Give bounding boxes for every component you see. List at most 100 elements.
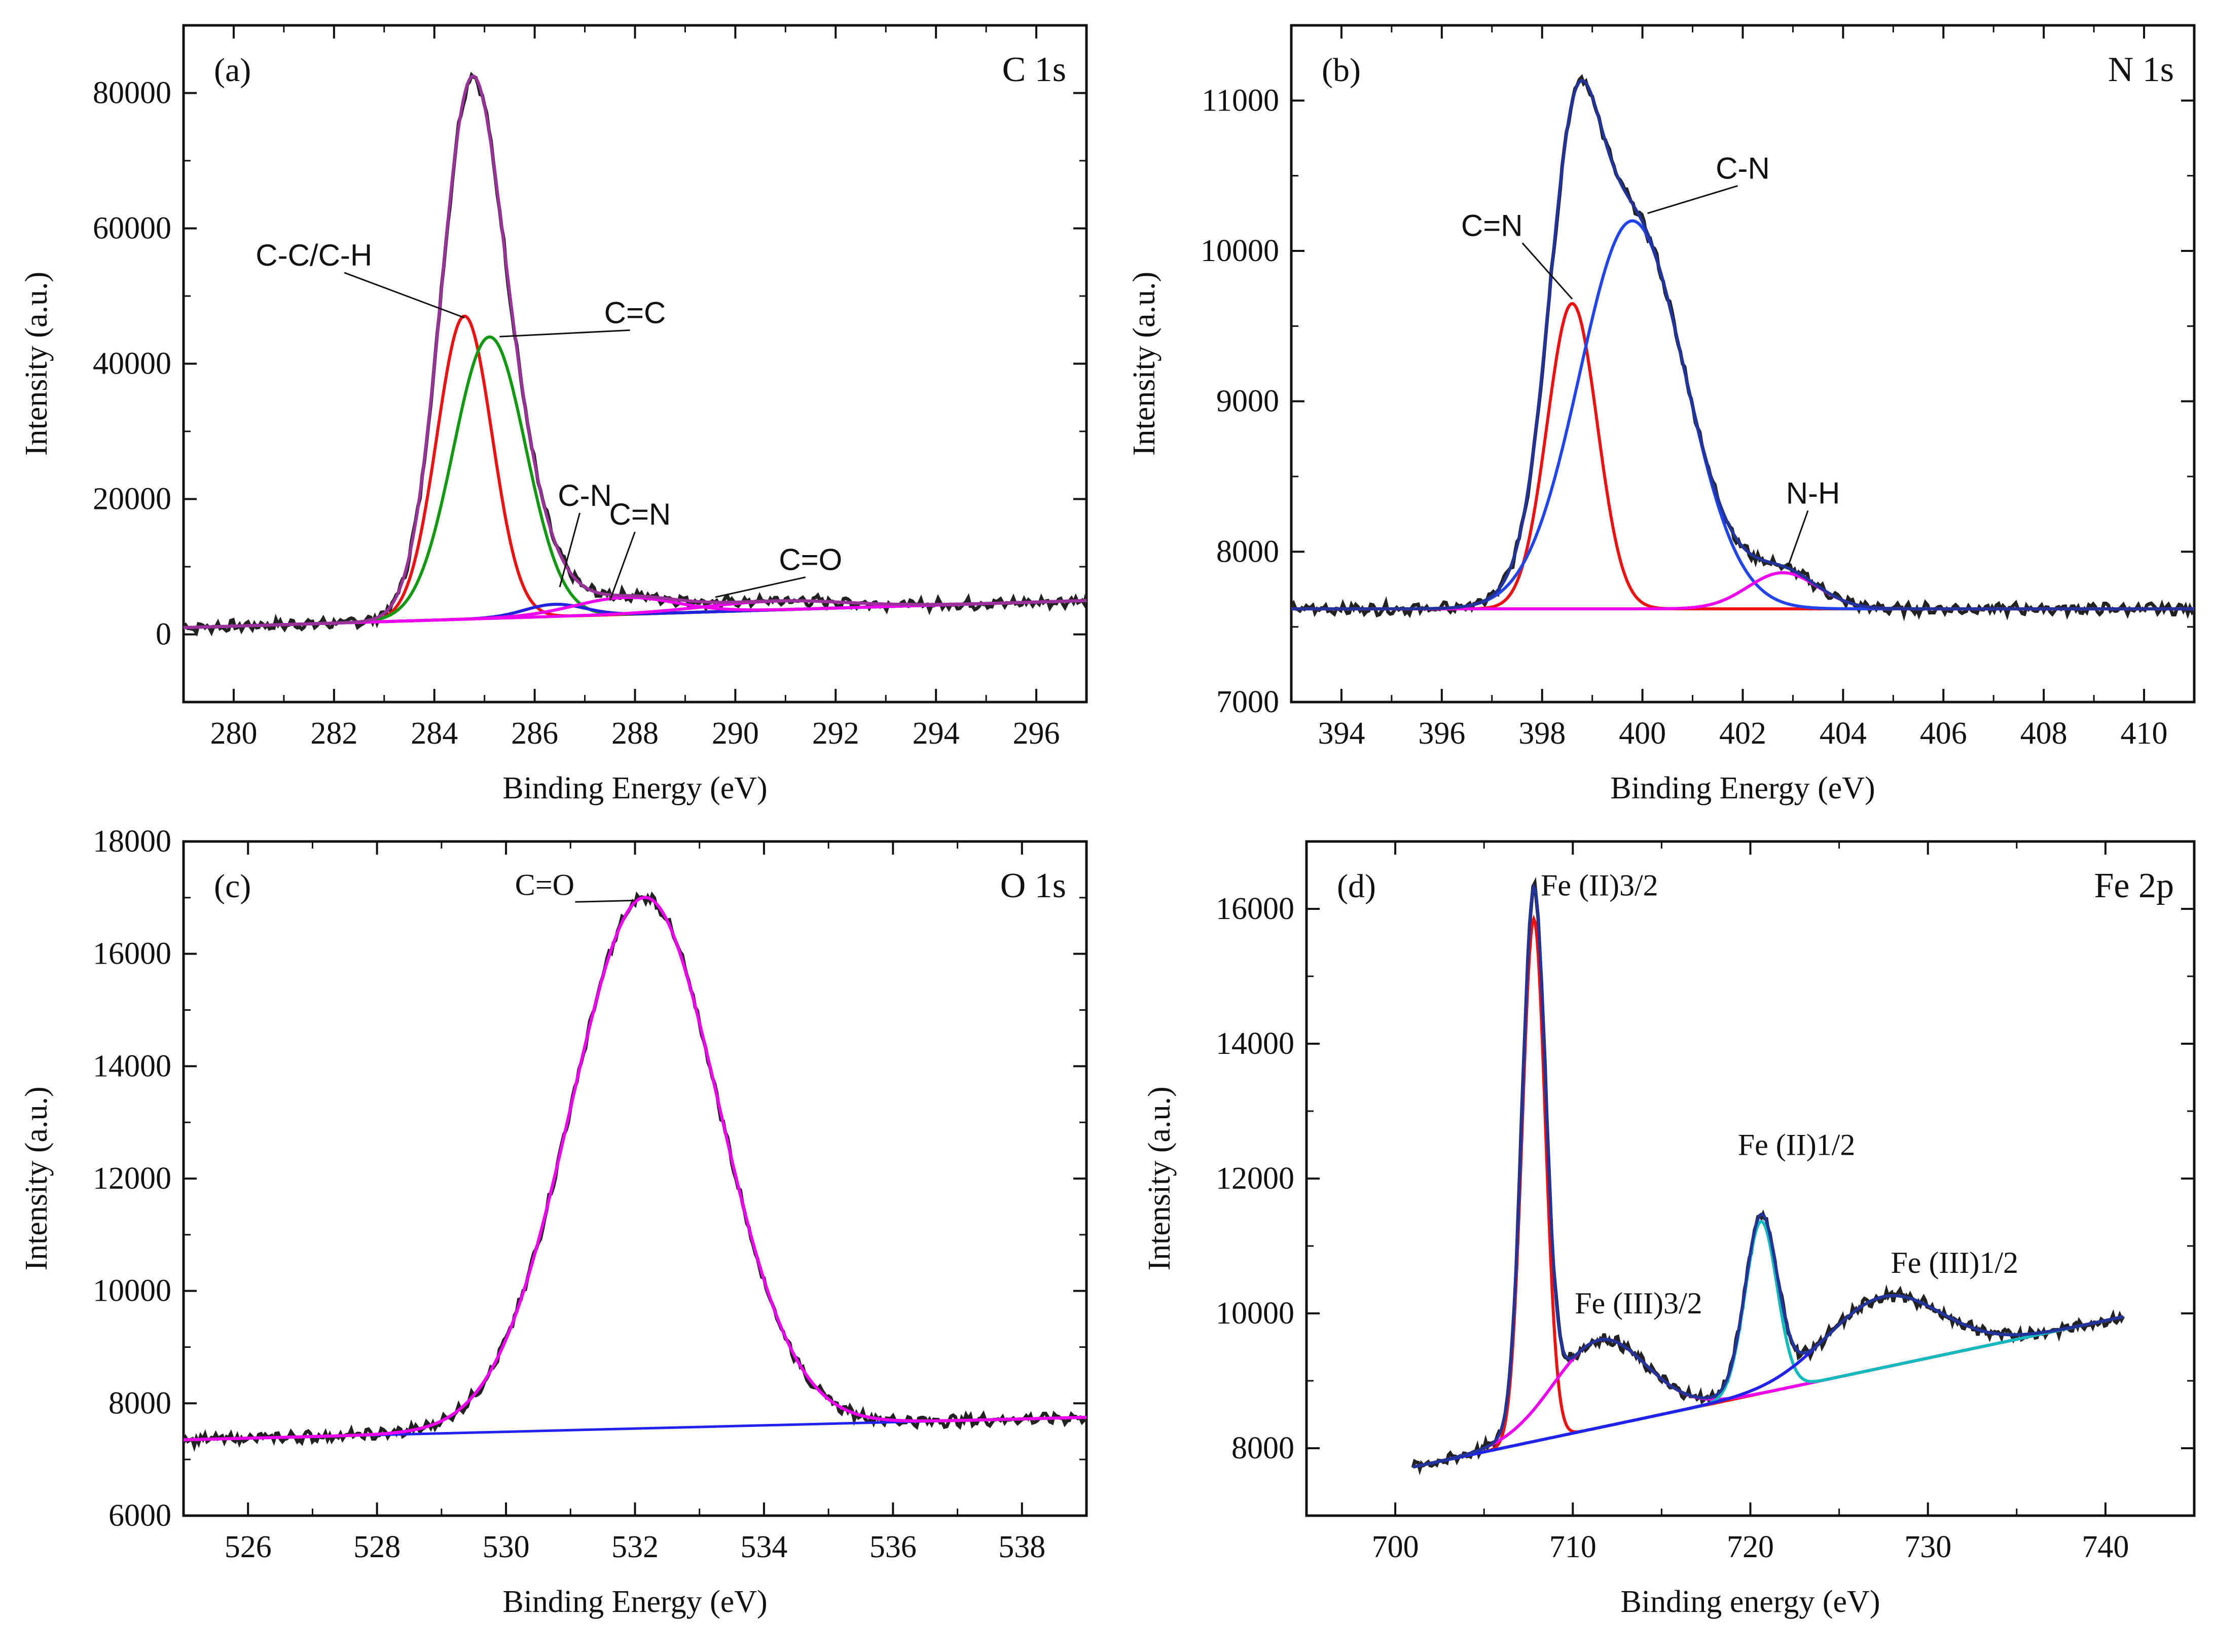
y-tick-label: 10000 xyxy=(93,1274,171,1308)
x-tick-label: 730 xyxy=(1904,1530,1951,1564)
chart-panel-2: 394 396 398 400 402 404 406 408 410 7000 8000 9000 1… xyxy=(1127,24,2196,805)
y-tick-label: 9000 xyxy=(1216,384,1279,419)
x-tick-label: 400 xyxy=(1619,716,1666,751)
curves xyxy=(184,891,1086,1452)
x-tick-label: 280 xyxy=(210,716,257,751)
peak-label: Fe (III)3/2 xyxy=(1575,1287,1702,1320)
panel-letter: (d) xyxy=(1337,868,1376,905)
component-c-c-line xyxy=(184,335,1086,630)
chart-panel-4: 700 710 720 730 740 8000 10000 12000 14000 16000 B… xyxy=(1142,840,2196,1619)
y-tick-label: 16000 xyxy=(1216,892,1294,926)
x-tick-label: 408 xyxy=(2020,716,2067,751)
peak-label: C-N xyxy=(558,479,612,512)
y-tick-label: 16000 xyxy=(93,937,171,971)
plot-frame xyxy=(1290,24,2196,704)
element-label: O 1s xyxy=(1000,866,1066,905)
y-axis-label: Intensity (a.u.) xyxy=(1142,1086,1177,1270)
y-tick-label: 18000 xyxy=(93,824,171,859)
y-tick-label: 8000 xyxy=(1231,1431,1294,1465)
element-label: C 1s xyxy=(1002,50,1066,89)
x-tick-label: 406 xyxy=(1920,716,1967,751)
x-tick-label: 538 xyxy=(998,1530,1045,1564)
plot-frame xyxy=(1305,840,2196,1517)
y-tick-label: 11000 xyxy=(1202,83,1279,118)
y-tick-label: 10000 xyxy=(1216,1296,1294,1331)
y-tick-label: 20000 xyxy=(93,482,171,517)
x-tick-label: 700 xyxy=(1372,1530,1419,1564)
peak-label-leader xyxy=(1521,242,1573,300)
fit-envelope-line xyxy=(1412,883,2124,1469)
peak-label: C-N xyxy=(1716,152,1770,186)
y-tick-label: 12000 xyxy=(1216,1161,1294,1196)
component-c-n-line xyxy=(1291,219,2194,611)
curves xyxy=(1411,877,2125,1476)
component-c-c-c-h-line xyxy=(184,314,1086,630)
x-tick-label: 292 xyxy=(812,716,859,751)
x-tick-label: 296 xyxy=(1013,716,1060,751)
peak-label-leader xyxy=(1647,185,1738,214)
y-tick-label: 12000 xyxy=(93,1161,171,1196)
x-axis-label: Binding Energy (eV) xyxy=(1610,771,1875,805)
peak-label-leader xyxy=(575,899,635,903)
x-tick-label: 710 xyxy=(1549,1530,1596,1564)
y-tick-label: 8000 xyxy=(1216,534,1279,569)
fit-envelope-line xyxy=(184,896,1086,1442)
y-tick-label: 7000 xyxy=(1216,685,1279,719)
fit-envelope-line xyxy=(1291,79,2194,611)
plot-frame xyxy=(182,24,1088,704)
peak-label: C=N xyxy=(1461,208,1523,242)
x-tick-label: 286 xyxy=(511,716,558,751)
chart-panel-3: 526 528 530 532 534 536 538 6000 8000 10000 12000 1… xyxy=(19,824,1088,1619)
chart-panel-1: 280 282 284 286 288 290 292 294 296 0 20000 40000 60… xyxy=(19,24,1088,805)
y-tick-label: 10000 xyxy=(1201,234,1279,268)
raw-spectrum-line xyxy=(184,891,1086,1452)
y-tick-label: 6000 xyxy=(108,1498,171,1533)
x-tick-label: 288 xyxy=(611,716,659,751)
curves xyxy=(184,71,1086,637)
y-tick-label: 60000 xyxy=(93,211,171,246)
peak-label: Fe (III)1/2 xyxy=(1891,1246,2018,1279)
x-tick-label: 528 xyxy=(353,1530,401,1564)
x-tick-label: 396 xyxy=(1418,716,1465,751)
peak-label-leader xyxy=(1787,510,1809,567)
element-label: N 1s xyxy=(2108,50,2174,89)
peak-label-leader xyxy=(559,512,581,588)
y-tick-label: 14000 xyxy=(93,1049,171,1083)
x-axis-label: Binding Energy (eV) xyxy=(502,771,767,805)
curves xyxy=(1291,74,2194,621)
x-axis-label: Binding Energy (eV) xyxy=(502,1585,767,1619)
y-axis-label: Intensity (a.u.) xyxy=(1127,272,1162,456)
peak-label: N-H xyxy=(1786,476,1840,510)
panel-letter: (a) xyxy=(214,52,251,89)
component-fe-iii-1-2-line xyxy=(1412,1294,2124,1469)
peak-label-leader xyxy=(344,272,465,319)
x-tick-label: 290 xyxy=(712,716,759,751)
panel-letter: (b) xyxy=(1322,52,1361,89)
y-tick-label: 0 xyxy=(156,617,171,652)
x-tick-label: 740 xyxy=(2082,1530,2129,1564)
peak-label: C=N xyxy=(609,497,671,531)
raw-spectrum-line xyxy=(184,71,1086,637)
x-tick-label: 282 xyxy=(310,716,357,751)
component-n-h-line xyxy=(1291,571,2194,611)
x-tick-label: 536 xyxy=(869,1530,917,1564)
y-tick-label: 14000 xyxy=(1216,1026,1294,1061)
peak-label-leader xyxy=(499,329,630,338)
x-tick-label: 294 xyxy=(913,716,960,751)
peak-label: Fe (II)1/2 xyxy=(1738,1128,1856,1161)
y-tick-label: 80000 xyxy=(93,76,171,111)
y-axis-label: Intensity (a.u.) xyxy=(19,272,54,456)
y-tick-label: 8000 xyxy=(108,1386,171,1420)
peak-label: C-C/C-H xyxy=(256,238,372,272)
panel-letter: (c) xyxy=(214,868,251,905)
y-tick-label: 40000 xyxy=(93,347,171,381)
x-axis-label: Binding energy (eV) xyxy=(1621,1585,1880,1619)
fit-envelope-line xyxy=(184,74,1086,630)
peak-label: C=C xyxy=(604,296,666,329)
x-tick-label: 284 xyxy=(411,716,458,751)
element-label: Fe 2p xyxy=(2094,866,2174,905)
x-tick-label: 526 xyxy=(225,1530,272,1564)
x-tick-label: 410 xyxy=(2121,716,2168,751)
peak-label: Fe (II)3/2 xyxy=(1541,868,1658,902)
